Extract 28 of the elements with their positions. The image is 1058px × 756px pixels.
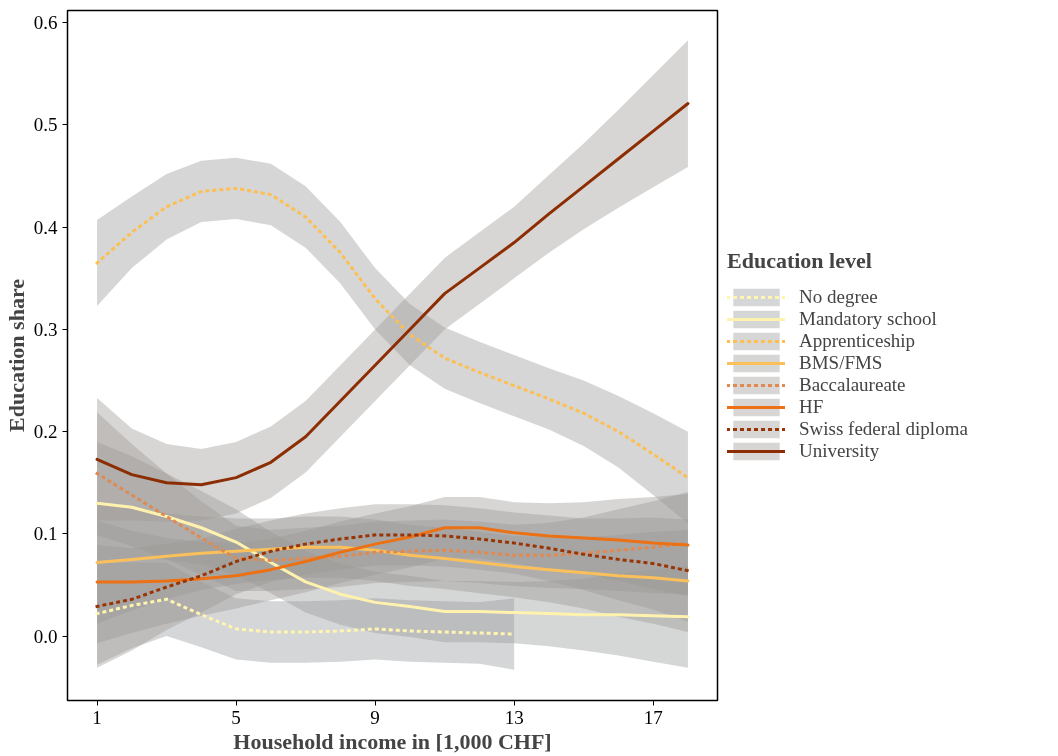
x-tick-label: 17 bbox=[643, 706, 663, 728]
legend-label: Mandatory school bbox=[799, 308, 937, 330]
line-series bbox=[95, 102, 690, 487]
y-tick-label: 0.6 bbox=[33, 12, 58, 34]
x-tick-label: 13 bbox=[504, 706, 524, 728]
y-tick-label: 0.5 bbox=[33, 114, 58, 136]
legend-label: BMS/FMS bbox=[799, 352, 883, 374]
line-series bbox=[95, 533, 690, 608]
legend-label: Swiss federal diploma bbox=[799, 418, 968, 440]
line-series bbox=[95, 545, 690, 583]
legend-label: No degree bbox=[799, 286, 878, 308]
y-tick-label: 0.1 bbox=[33, 523, 58, 545]
y-tick-label: 0.3 bbox=[33, 318, 58, 340]
line-series bbox=[95, 186, 690, 480]
y-axis-title: Education share bbox=[3, 278, 29, 433]
x-tick-label: 9 bbox=[370, 706, 380, 728]
legend-label: HF bbox=[799, 396, 824, 418]
legend-title: Education level bbox=[727, 248, 873, 274]
y-tick-label: 0.4 bbox=[33, 216, 58, 238]
legend-label: Baccalaureate bbox=[799, 374, 906, 396]
y-tick-label: 0.2 bbox=[33, 421, 58, 443]
x-axis-title: Household income in [1,000 CHF] bbox=[233, 728, 552, 754]
legend-label: Apprenticeship bbox=[799, 330, 916, 352]
legend-label: University bbox=[799, 440, 880, 462]
line-series bbox=[95, 526, 690, 584]
y-tick-label: 0.0 bbox=[33, 625, 58, 647]
x-tick-label: 5 bbox=[231, 706, 241, 728]
x-tick-label: 1 bbox=[92, 706, 102, 728]
